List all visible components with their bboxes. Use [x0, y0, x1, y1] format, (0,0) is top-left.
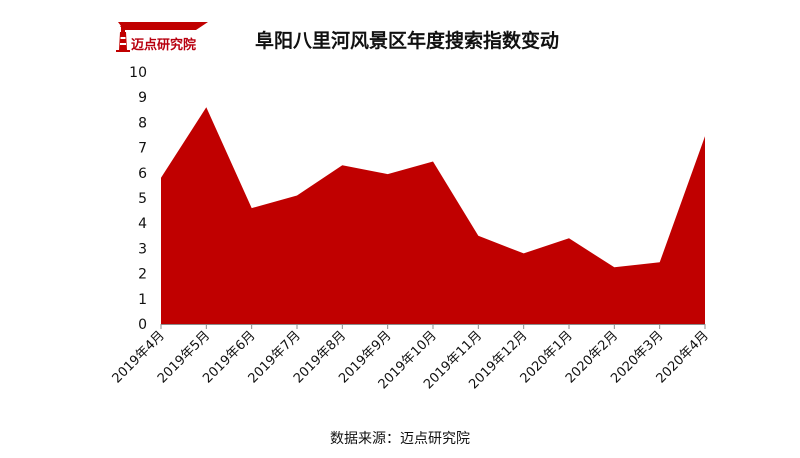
- x-axis-ticks: [160, 324, 706, 329]
- chart-title: 阜阳八里河风景区年度搜索指数变动: [254, 30, 559, 52]
- series-area: [161, 107, 705, 324]
- y-tick-label: 8: [138, 115, 147, 131]
- brand-logo: 迈点研究院: [110, 18, 210, 60]
- logo-text: 迈点研究院: [131, 38, 197, 53]
- y-tick-label: 5: [138, 191, 147, 207]
- y-tick-label: 4: [138, 216, 147, 232]
- area-chart: 0 1 2 3 4 5 6 7 8 9 10 2019年4月2019年5月2019年6月2019年7…: [110, 65, 712, 392]
- y-tick-label: 2: [138, 267, 147, 283]
- y-tick-label: 1: [138, 292, 147, 308]
- y-tick-label: 10: [129, 65, 147, 81]
- y-tick-label: 3: [138, 241, 147, 257]
- y-tick-label: 0: [138, 317, 147, 333]
- x-axis-labels: 2019年4月2019年5月2019年6月2019年7月2019年8月2019年…: [110, 328, 712, 392]
- source-note: 数据来源：迈点研究院: [330, 431, 470, 447]
- y-tick-label: 7: [138, 141, 147, 157]
- y-axis-ticks: 0 1 2 3 4 5 6 7 8 9 10: [129, 65, 147, 333]
- y-tick-label: 6: [138, 166, 147, 182]
- y-tick-label: 9: [138, 90, 147, 106]
- lighthouse-icon: [116, 22, 208, 52]
